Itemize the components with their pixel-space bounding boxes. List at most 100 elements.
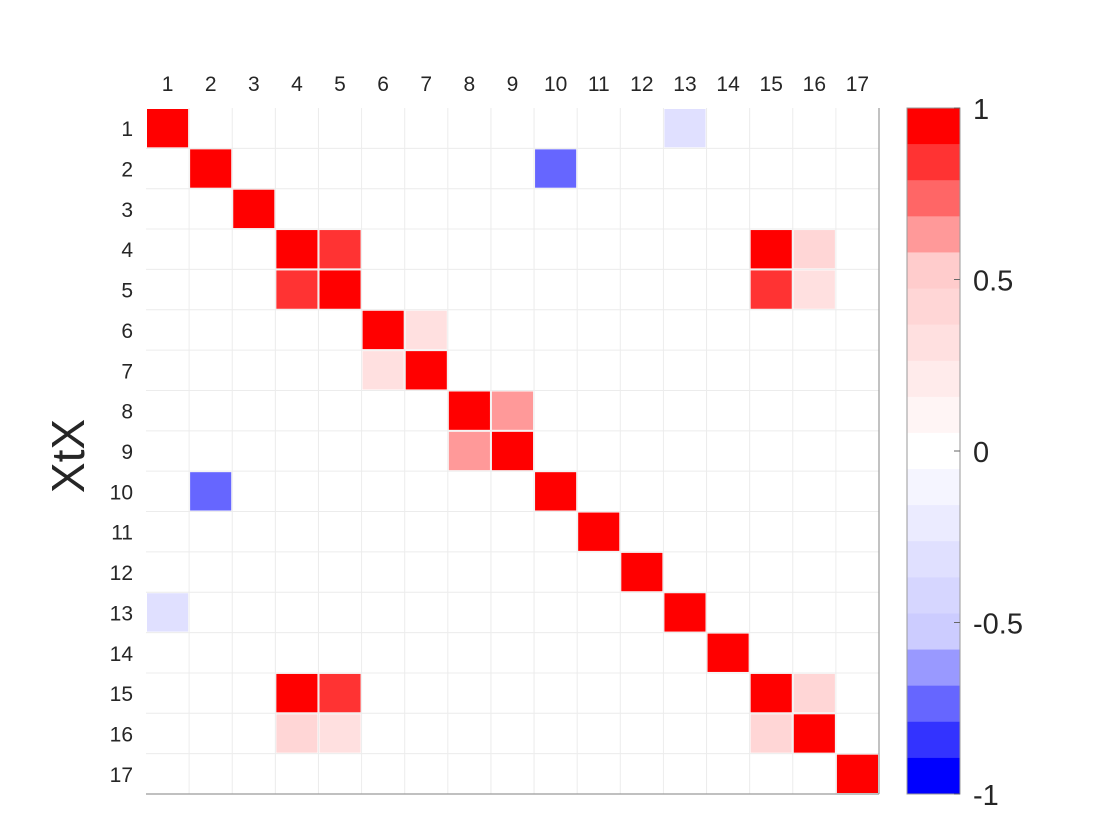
heatmap-cell <box>276 270 318 309</box>
y-tick-label: 4 <box>121 239 133 262</box>
colorbar-tick-label: 0 <box>973 437 989 469</box>
heatmap-cell <box>664 109 706 148</box>
heatmap-cell <box>405 310 447 350</box>
heatmap-grid <box>146 108 879 794</box>
colorbar-swatch <box>907 396 960 434</box>
heatmap-cell <box>793 230 835 269</box>
colorbar-swatch <box>907 432 960 470</box>
colorbar-swatch <box>907 469 960 506</box>
colorbar-swatch <box>907 577 960 614</box>
heatmap-cell <box>491 431 534 471</box>
colorbar <box>906 107 961 795</box>
colorbar-swatch <box>907 757 960 795</box>
heatmap-cell <box>190 472 232 511</box>
y-axis-label: XtX <box>42 419 94 493</box>
heatmap-cell <box>836 754 878 793</box>
heatmap-cell <box>319 673 361 713</box>
x-tick-label: 7 <box>420 73 432 96</box>
x-tick-label: 14 <box>716 73 740 96</box>
heatmap-cell <box>750 673 792 713</box>
heatmap-cell <box>750 230 792 269</box>
heatmap-cell <box>276 230 318 269</box>
x-tick-label: 13 <box>673 73 696 96</box>
heatmap-cell <box>793 673 835 713</box>
y-tick-label: 6 <box>121 320 133 343</box>
colorbar-swatch <box>907 649 960 687</box>
heatmap-cell <box>621 552 663 592</box>
colorbar-swatch <box>907 252 960 290</box>
y-tick-label: 16 <box>110 723 133 746</box>
x-tick-label: 9 <box>507 73 519 96</box>
x-tick-labels: 1 2 3 4 5 6 7 8 9 10 11 12 13 14 15 16 17 <box>162 73 869 96</box>
heatmap-cell <box>147 109 189 148</box>
colorbar-swatch <box>907 685 960 723</box>
colorbar-swatch <box>907 613 960 651</box>
heatmap-cell <box>707 633 749 672</box>
x-tick-label: 15 <box>760 73 783 96</box>
heatmap-axes <box>146 108 880 795</box>
heatmap-cell <box>276 714 318 753</box>
heatmap-cell <box>793 714 835 753</box>
y-tick-label: 8 <box>121 401 133 424</box>
x-tick-label: 10 <box>544 73 567 96</box>
colorbar-swatch <box>907 180 960 217</box>
heatmap-cells <box>147 109 878 793</box>
x-tick-label: 17 <box>846 73 869 96</box>
y-tick-label: 7 <box>121 360 133 383</box>
heatmap-cell <box>578 512 620 551</box>
heatmap-cell <box>233 189 275 229</box>
colorbar-swatch <box>907 505 960 542</box>
x-tick-label: 12 <box>630 73 653 96</box>
heatmap-cell <box>362 310 404 350</box>
y-tick-label: 12 <box>110 562 133 585</box>
heatmap-cell <box>750 714 792 753</box>
y-tick-label: 17 <box>110 764 133 787</box>
y-tick-label: 3 <box>121 199 133 222</box>
x-tick-label: 16 <box>803 73 826 96</box>
heatmap-cell <box>535 472 577 511</box>
colorbar-tick-label: -0.5 <box>973 609 1023 641</box>
heatmap-cell <box>147 593 189 632</box>
heatmap-cell <box>664 593 706 632</box>
heatmap-cell <box>793 270 835 309</box>
y-tick-label: 13 <box>110 602 133 625</box>
x-tick-label: 4 <box>291 73 303 96</box>
y-tick-label: 9 <box>121 441 133 464</box>
heatmap-cell <box>535 149 577 188</box>
colorbar-swatch <box>907 324 960 362</box>
x-tick-label: 2 <box>205 73 217 96</box>
x-tick-label: 11 <box>588 73 610 96</box>
colorbar-swatch <box>907 144 960 181</box>
heatmap-cell <box>319 714 361 753</box>
heatmap-cell <box>190 149 232 188</box>
heatmap-cell <box>405 351 447 390</box>
x-tick-label: 3 <box>248 73 260 96</box>
heatmap-cell <box>319 230 361 269</box>
x-tick-label: 8 <box>464 73 476 96</box>
x-tick-label: 6 <box>377 73 389 96</box>
y-tick-label: 2 <box>121 159 133 182</box>
heatmap-cell <box>448 431 490 471</box>
heatmap-cell <box>276 673 318 713</box>
heatmap-cell <box>491 391 534 430</box>
heatmap-cell <box>362 351 404 390</box>
y-tick-label: 1 <box>121 118 133 141</box>
heatmap-cell <box>750 270 792 309</box>
y-tick-label: 14 <box>110 643 134 666</box>
y-tick-label: 11 <box>111 522 133 545</box>
heatmap-cell <box>319 270 361 309</box>
colorbar-swatch <box>907 288 960 326</box>
colorbar-swatch <box>907 721 960 759</box>
x-tick-label: 5 <box>334 73 346 96</box>
colorbar-swatch <box>907 360 960 398</box>
colorbar-tick-label: 0.5 <box>973 266 1013 298</box>
x-tick-label: 1 <box>162 73 174 96</box>
colorbar-tick-label: -1 <box>973 780 999 812</box>
y-tick-label: 10 <box>110 481 133 504</box>
colorbar-tick-label: 1 <box>973 94 989 126</box>
y-tick-label: 15 <box>110 683 133 706</box>
colorbar-swatch <box>907 216 960 253</box>
y-tick-label: 5 <box>121 280 133 303</box>
heatmap-cell <box>448 391 490 430</box>
